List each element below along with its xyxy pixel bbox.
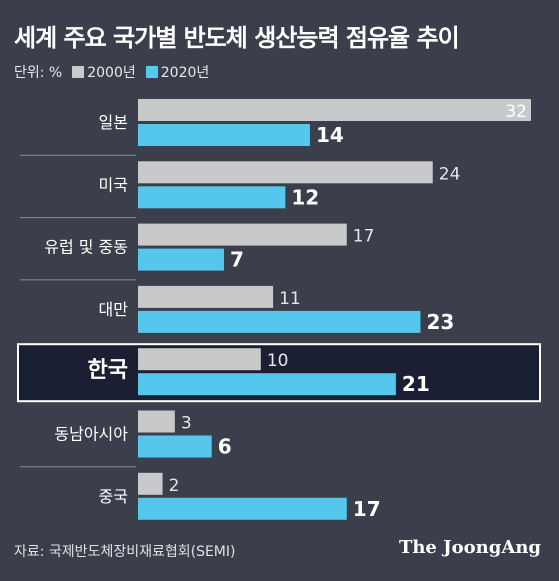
bar-2000	[138, 348, 261, 371]
legend: 단위: % 2000년 2020년	[14, 62, 209, 82]
category-label: 대만	[99, 300, 129, 319]
legend-label-2000: 2000년	[87, 65, 136, 81]
source-note: 자료: 국제반도체장비재료협회(SEMI)	[14, 544, 236, 560]
data-label-2020: 7	[230, 248, 244, 272]
data-label-2020: 21	[402, 372, 430, 396]
category-label: 일본	[99, 113, 128, 132]
legend-swatch-2000	[72, 66, 85, 78]
data-label-2000: 17	[353, 227, 375, 247]
bar-2000	[138, 99, 531, 121]
category-label: 미국	[99, 175, 128, 194]
brand-logo: The JoongAng	[398, 537, 541, 558]
data-label-2000: 3	[181, 414, 192, 434]
data-label-2000: 2	[169, 476, 180, 496]
unit-label: 단위: %	[14, 65, 63, 81]
data-label-2020: 6	[218, 435, 232, 459]
bar-2000	[138, 285, 274, 308]
bar-2020	[138, 497, 347, 520]
bar-2020	[138, 310, 421, 333]
data-label-2020: 12	[291, 185, 319, 209]
data-label-2020: 17	[353, 497, 381, 521]
bar-2020	[138, 435, 212, 458]
legend-swatch-2020	[145, 66, 158, 78]
chart-title: 세계 주요 국가별 반도체 생산능력 점유율 추이	[14, 24, 460, 52]
bar-2000	[138, 223, 347, 246]
data-label-2020: 23	[426, 310, 454, 334]
bar-2020	[138, 373, 396, 396]
bar-2000	[138, 472, 163, 495]
data-label-2020: 14	[316, 123, 344, 147]
category-label: 동남아시아	[54, 425, 128, 444]
bar-2020	[138, 124, 310, 146]
data-label-2000: 11	[279, 289, 301, 309]
category-label: 한국	[88, 358, 128, 383]
bar-2000	[138, 410, 175, 433]
data-label-2000: 24	[439, 164, 461, 184]
bar-2000	[138, 161, 433, 184]
legend-item-2000: 2000년	[72, 62, 136, 82]
bar-2020	[138, 248, 224, 271]
bar-2020	[138, 186, 286, 209]
data-label-2000: 10	[267, 351, 289, 371]
category-label: 중국	[99, 487, 128, 506]
category-label: 유럽 및 중동	[44, 238, 128, 257]
data-label-2000: 32	[505, 102, 527, 122]
legend-label-2020: 2020년	[160, 65, 210, 81]
legend-item-2020: 2020년	[145, 62, 210, 82]
